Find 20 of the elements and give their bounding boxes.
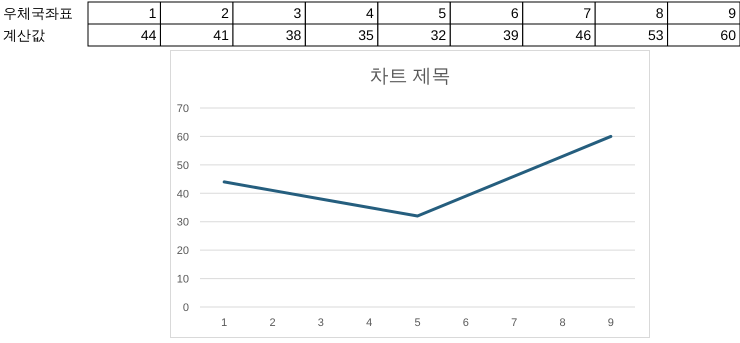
x-tick-label: 9 [608,317,614,329]
x-tick-label: 3 [318,317,324,329]
x-tick-label: 5 [414,317,421,329]
y-tick-label: 30 [176,216,189,229]
x-tick-label: 8 [559,317,566,329]
chart-title: 차트 제목 [369,66,451,87]
x-tick-label: 7 [511,317,518,329]
x-tick-label: 1 [221,317,228,329]
x-tick-label: 4 [366,317,372,329]
x-tick-label: 6 [462,317,469,329]
value-table: 우체국좌표 1 2 3 4 5 6 7 8 9 계산값 44 41 38 35 32 39 46 53 60 [3,2,740,46]
y-tick-label: 50 [176,160,189,172]
y-tick-label: 40 [176,188,189,200]
y-tick-label: 20 [176,245,189,258]
x-tick-label: 2 [269,317,276,329]
y-tick-label: 0 [182,302,189,314]
y-tick-label: 60 [176,131,189,144]
y-tick-label: 10 [176,274,189,286]
line-series [222,134,612,218]
y-tick-label: 70 [176,103,189,115]
